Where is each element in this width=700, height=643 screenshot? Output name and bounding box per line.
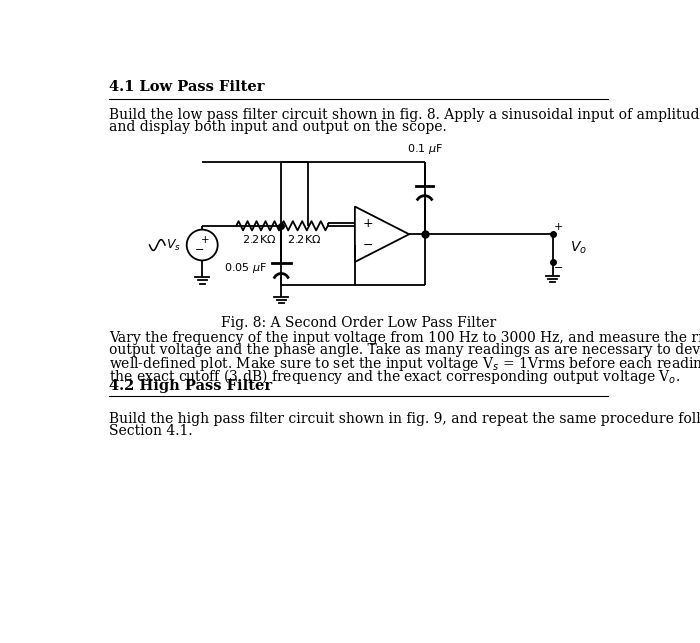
- Text: +: +: [554, 222, 564, 231]
- Text: 4.1 Low Pass Filter: 4.1 Low Pass Filter: [109, 80, 265, 94]
- Text: 0.1 $\mu$F: 0.1 $\mu$F: [407, 141, 442, 156]
- Text: $V_o$: $V_o$: [570, 240, 587, 257]
- Text: 2.2K$\Omega$: 2.2K$\Omega$: [241, 233, 276, 246]
- Text: 2.2K$\Omega$: 2.2K$\Omega$: [287, 233, 322, 246]
- Text: +: +: [201, 235, 209, 244]
- Text: −: −: [554, 263, 564, 273]
- Text: Fig. 8: A Second Order Low Pass Filter: Fig. 8: A Second Order Low Pass Filter: [221, 316, 496, 330]
- Text: Section 4.1.: Section 4.1.: [109, 424, 192, 438]
- Text: Build the low pass filter circuit shown in fig. 8. Apply a sinusoidal input of a: Build the low pass filter circuit shown …: [109, 108, 700, 122]
- Text: the exact cutoff (3 dB) frequency and the exact corresponding output voltage V$_: the exact cutoff (3 dB) frequency and th…: [109, 367, 680, 386]
- Text: $V_s$: $V_s$: [166, 237, 181, 253]
- Text: well-defined plot. Make sure to set the input voltage V$_s$ = 1Vrms before each : well-defined plot. Make sure to set the …: [109, 355, 700, 373]
- Text: Vary the frequency of the input voltage from 100 Hz to 3000 Hz, and measure the : Vary the frequency of the input voltage …: [109, 331, 700, 345]
- Text: +: +: [363, 217, 373, 230]
- Text: 0.05 $\mu$F: 0.05 $\mu$F: [224, 261, 267, 275]
- Text: and display both input and output on the scope.: and display both input and output on the…: [109, 120, 447, 134]
- Text: −: −: [363, 239, 373, 252]
- Text: output voltage and the phase angle. Take as many readings as are necessary to de: output voltage and the phase angle. Take…: [109, 343, 700, 358]
- Text: Build the high pass filter circuit shown in fig. 9, and repeat the same procedur: Build the high pass filter circuit shown…: [109, 412, 700, 426]
- Text: 4.2 High Pass Filter: 4.2 High Pass Filter: [109, 379, 272, 393]
- Text: −: −: [195, 246, 204, 255]
